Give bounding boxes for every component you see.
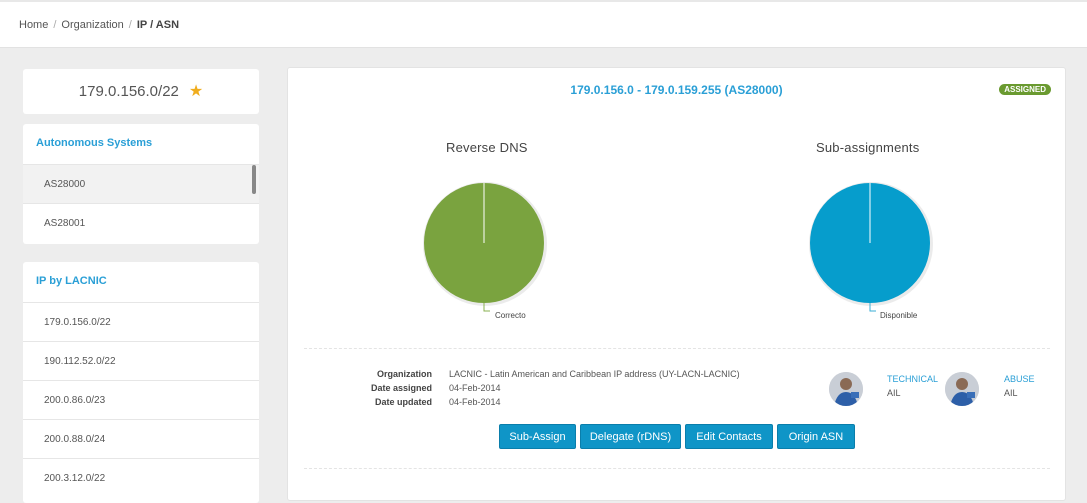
technical-contact-role[interactable]: TECHNICAL — [887, 374, 939, 384]
sub-assign-button[interactable]: Sub-Assign — [499, 424, 576, 449]
sub-assignments-pie[interactable] — [804, 178, 944, 318]
delegate-rdns-button[interactable]: Delegate (rDNS) — [580, 424, 681, 449]
divider — [304, 468, 1050, 469]
ip-by-lacnic-title: IP by LACNIC — [36, 275, 107, 287]
ip-list-item[interactable]: 190.112.52.0/22 — [23, 341, 259, 380]
date-updated-label: Date updated — [374, 397, 432, 407]
autonomous-systems-panel: Autonomous Systems AS28000 AS28001 — [23, 124, 259, 244]
as-list-item[interactable]: AS28000 — [23, 164, 259, 203]
detail-panel: 179.0.156.0 - 179.0.159.255 (AS28000) AS… — [287, 67, 1066, 501]
as-list-item[interactable]: AS28001 — [23, 203, 259, 242]
range-title: 179.0.156.0 - 179.0.159.255 (AS28000) — [570, 83, 783, 97]
edit-contacts-button[interactable]: Edit Contacts — [685, 424, 773, 449]
prefix-card: 179.0.156.0/22 ★ — [23, 69, 259, 114]
scrollbar-thumb[interactable] — [252, 165, 256, 194]
star-icon[interactable]: ★ — [188, 82, 204, 100]
date-assigned-value: 04-Feb-2014 — [449, 383, 501, 393]
sub-assignments-title: Sub-assignments — [816, 140, 920, 155]
abuse-contact-id: AIL — [1004, 388, 1018, 398]
reverse-dns-pie[interactable] — [418, 178, 558, 318]
ip-list-item[interactable]: 200.0.86.0/23 — [23, 380, 259, 419]
info-values: LACNIC - Latin American and Caribbean IP… — [449, 367, 740, 409]
reverse-dns-slice-label: Correcto — [495, 311, 526, 320]
organization-value: LACNIC - Latin American and Caribbean IP… — [449, 369, 740, 379]
organization-label: Organization — [376, 369, 432, 379]
ip-by-lacnic-panel: IP by LACNIC 179.0.156.0/22 190.112.52.0… — [23, 262, 259, 503]
breadcrumb-home[interactable]: Home — [19, 19, 49, 31]
avatar-icon — [945, 372, 979, 406]
date-assigned-label: Date assigned — [370, 383, 432, 393]
ip-list-item[interactable]: 179.0.156.0/22 — [23, 302, 259, 341]
autonomous-systems-title: Autonomous Systems — [36, 137, 153, 149]
pie-label-connector — [869, 303, 876, 312]
top-bar: Home / Organization / IP / ASN — [0, 0, 1087, 48]
status-badge: ASSIGNED — [999, 84, 1051, 95]
sub-assignments-slice-label: Disponible — [880, 311, 918, 320]
technical-contact-id: AIL — [887, 388, 901, 398]
abuse-contact-avatar[interactable] — [945, 372, 979, 406]
technical-contact-avatar[interactable] — [829, 372, 863, 406]
avatar-icon — [829, 372, 863, 406]
pie-label-connector — [483, 303, 490, 312]
origin-asn-button[interactable]: Origin ASN — [777, 424, 855, 449]
abuse-contact-role[interactable]: ABUSE — [1004, 374, 1035, 384]
breadcrumb-separator: / — [53, 19, 57, 31]
breadcrumb-separator: / — [128, 19, 132, 31]
prefix-title: 179.0.156.0/22 — [78, 83, 179, 100]
divider — [304, 348, 1050, 349]
date-updated-value: 04-Feb-2014 — [449, 397, 501, 407]
ip-list-item[interactable]: 200.0.88.0/24 — [23, 419, 259, 458]
info-labels: Organization Date assigned Date updated — [348, 367, 432, 409]
ip-list-item[interactable]: 200.3.12.0/22 — [23, 458, 259, 497]
breadcrumb: Home / Organization / IP / ASN — [19, 19, 179, 31]
breadcrumb-organization[interactable]: Organization — [61, 19, 124, 31]
reverse-dns-title: Reverse DNS — [446, 140, 528, 155]
breadcrumb-current: IP / ASN — [136, 19, 180, 31]
